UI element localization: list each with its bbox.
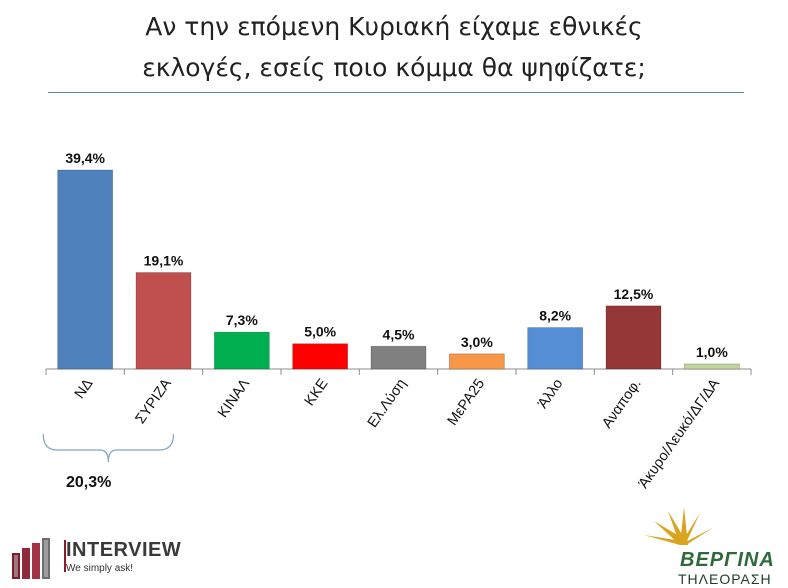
category-label-5: Ελ.Λύση [365, 376, 410, 431]
title-line-1: Αν την επόμενη Κυριακή είχαμε εθνικές [145, 12, 643, 41]
data-label-2: 19,1% [144, 253, 184, 269]
vergina-sun-icon [644, 507, 714, 545]
data-label-4: 5,0% [304, 324, 336, 340]
bar-1 [57, 169, 114, 370]
bar-5 [370, 345, 427, 370]
data-label-9: 1,0% [696, 344, 728, 360]
bar-3 [213, 331, 270, 370]
data-label-7: 8,2% [539, 308, 571, 324]
bar-4 [292, 343, 349, 370]
bar-2 [135, 272, 192, 370]
title-divider [48, 92, 744, 93]
data-label-5: 4,5% [383, 326, 415, 342]
interview-logo: INTERVIEW We simply ask! [10, 535, 190, 583]
bar-6 [448, 353, 505, 370]
category-label-1: ΝΔ [72, 376, 97, 402]
data-label-8: 12,5% [614, 286, 654, 302]
data-label-3: 7,3% [226, 312, 258, 328]
chart-title: Αν την επόμενη Κυριακή είχαμε εθνικές εκ… [0, 6, 788, 88]
vergina-logo-sub: ΤΗΛΕΟΡΑΣΗ [678, 571, 772, 587]
data-label-1: 39,4% [65, 150, 105, 166]
vergina-logo-name: ΒΕΡΓΙΝΑ [680, 549, 775, 571]
interview-logo-tagline: We simply ask! [66, 563, 134, 574]
category-label-3: ΚΙΝΑΛ [215, 376, 253, 421]
bracket-annotation-value: 20,3% [66, 474, 112, 491]
vergina-tv-logo: ΒΕΡΓΙΝΑ ΤΗΛΕΟΡΑΣΗ [640, 505, 788, 588]
data-label-6: 3,0% [461, 334, 493, 350]
category-label-2: ΣΥΡΙΖΑ [132, 376, 174, 427]
bar-chart: 39,4% ΝΔ 19,1% ΣΥΡΙΖΑ 7,3% ΚΙΝΑΛ 5,0% ΚΚΕ 4,5% Ελ… [42, 150, 752, 492]
bracket-annotation [42, 433, 175, 463]
category-label-9: Άκυρο/Λευκό/ΔΓ/ΔΑ [636, 376, 724, 492]
bar-9 [683, 363, 740, 370]
category-label-8: Αναποφ. [599, 376, 644, 431]
category-label-7: Άλλο [535, 376, 566, 411]
category-label-6: ΜεΡΑ25 [445, 376, 488, 429]
title-line-2: εκλογές, εσείς ποιο κόμμα θα ψηφίζατε; [142, 53, 646, 82]
interview-logo-icon [12, 538, 50, 579]
category-label-4: ΚΚΕ [302, 376, 332, 409]
bar-8 [605, 305, 662, 370]
interview-logo-brand: INTERVIEW [66, 539, 182, 561]
bar-7 [527, 327, 584, 370]
